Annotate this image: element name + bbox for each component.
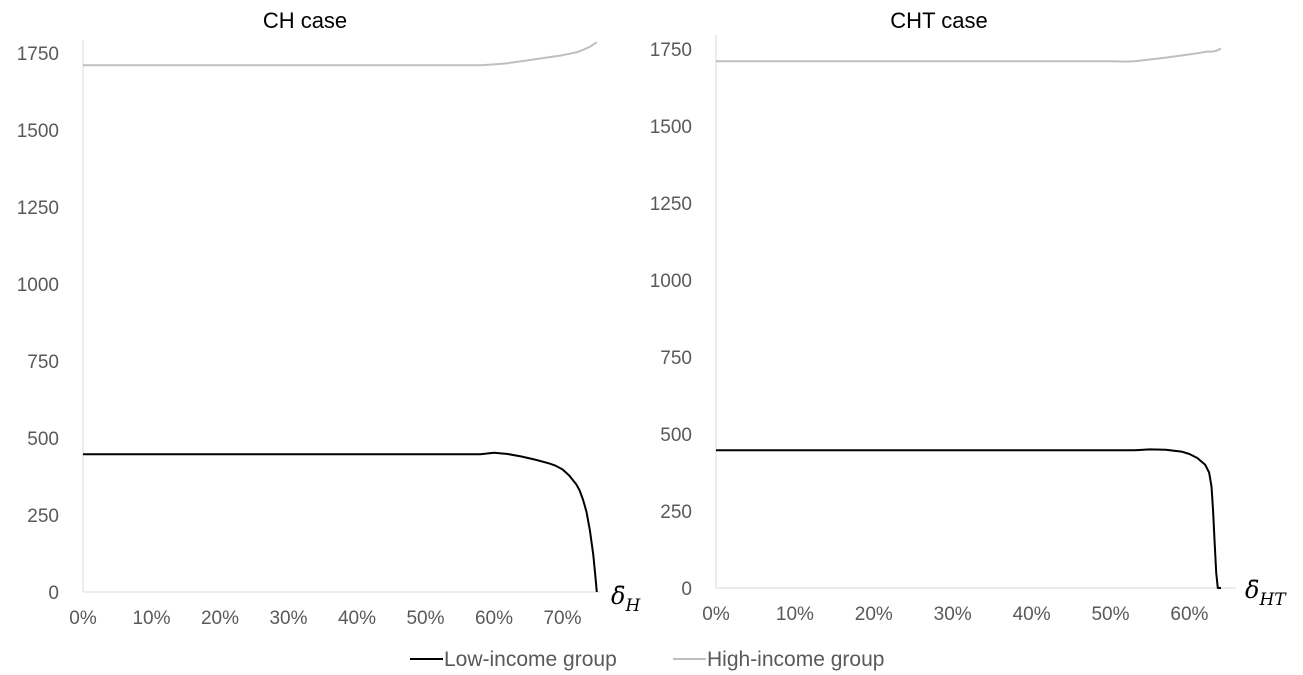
- y-tick-label: 1500: [17, 121, 59, 142]
- chart-title: CH case: [263, 8, 347, 33]
- x-tick-label: 40%: [1013, 604, 1051, 625]
- y-tick-label: 1250: [650, 194, 692, 215]
- chart-ch-case: CH case 0 250 500 750 1000 1250 1500 1750 0% 10%…: [17, 8, 642, 629]
- x-tick-label: 30%: [934, 604, 972, 625]
- x-tick-labels: 0% 10% 20% 30% 40% 50% 60%: [702, 604, 1208, 625]
- y-tick-label: 1500: [650, 117, 692, 138]
- x-tick-label: 70%: [543, 608, 581, 629]
- series-line-high-income: [83, 41, 598, 67]
- series-line-low-income: [83, 451, 598, 593]
- x-tick-label: 40%: [338, 608, 376, 629]
- x-tick-label: 50%: [406, 608, 444, 629]
- x-tick-label: 0%: [702, 604, 730, 625]
- x-tick-label: 50%: [1091, 604, 1129, 625]
- legend-label-low-income: Low-income group: [444, 648, 617, 671]
- y-tick-label: 250: [660, 502, 692, 523]
- y-tick-label: 1000: [650, 271, 692, 292]
- chart-cht-case: CHT case 0 250 500 750 1000 1250 1500 1750 0% 10…: [650, 8, 1288, 625]
- x-tick-label: 10%: [132, 608, 170, 629]
- x-tick-label: 30%: [269, 608, 307, 629]
- x-axis-symbol: δ̄: [1245, 576, 1259, 604]
- y-tick-label: 1750: [17, 44, 59, 65]
- x-axis-symbol: δ̄: [611, 582, 625, 610]
- series-lines: [716, 47, 1222, 589]
- y-tick-label: 0: [48, 583, 59, 604]
- x-tick-label: 60%: [1170, 604, 1208, 625]
- y-tick-label: 1250: [17, 198, 59, 219]
- y-tick-label: 250: [27, 506, 59, 527]
- series-lines: [83, 41, 598, 593]
- y-tick-label: 750: [660, 348, 692, 369]
- y-tick-label: 0: [681, 579, 692, 600]
- x-axis-label: δ̄H: [611, 582, 641, 616]
- y-tick-label: 750: [27, 352, 59, 373]
- y-tick-labels: 0 250 500 750 1000 1250 1500 1750: [17, 44, 59, 604]
- legend-label-high-income: High-income group: [707, 648, 884, 671]
- x-tick-label: 20%: [201, 608, 239, 629]
- x-axis-subscript: H: [624, 596, 641, 616]
- legend-item-high-income: High-income group: [673, 648, 884, 671]
- legend-item-low-income: Low-income group: [410, 648, 617, 671]
- x-tick-label: 10%: [776, 604, 814, 625]
- legend: Low-income group High-income group: [410, 648, 884, 671]
- y-tick-label: 1750: [650, 40, 692, 61]
- y-tick-label: 1000: [17, 275, 59, 296]
- y-tick-labels: 0 250 500 750 1000 1250 1500 1750: [650, 40, 692, 600]
- x-tick-label: 20%: [855, 604, 893, 625]
- x-axis-label: δ̄HT: [1245, 576, 1287, 610]
- x-tick-label: 60%: [475, 608, 513, 629]
- x-tick-label: 0%: [69, 608, 97, 629]
- y-tick-label: 500: [660, 425, 692, 446]
- chart-title: CHT case: [890, 8, 987, 33]
- series-line-low-income: [716, 448, 1221, 589]
- series-line-high-income: [716, 47, 1222, 63]
- x-axis-subscript: HT: [1258, 590, 1287, 610]
- x-tick-labels: 0% 10% 20% 30% 40% 50% 60% 70%: [69, 608, 581, 629]
- y-tick-label: 500: [27, 429, 59, 450]
